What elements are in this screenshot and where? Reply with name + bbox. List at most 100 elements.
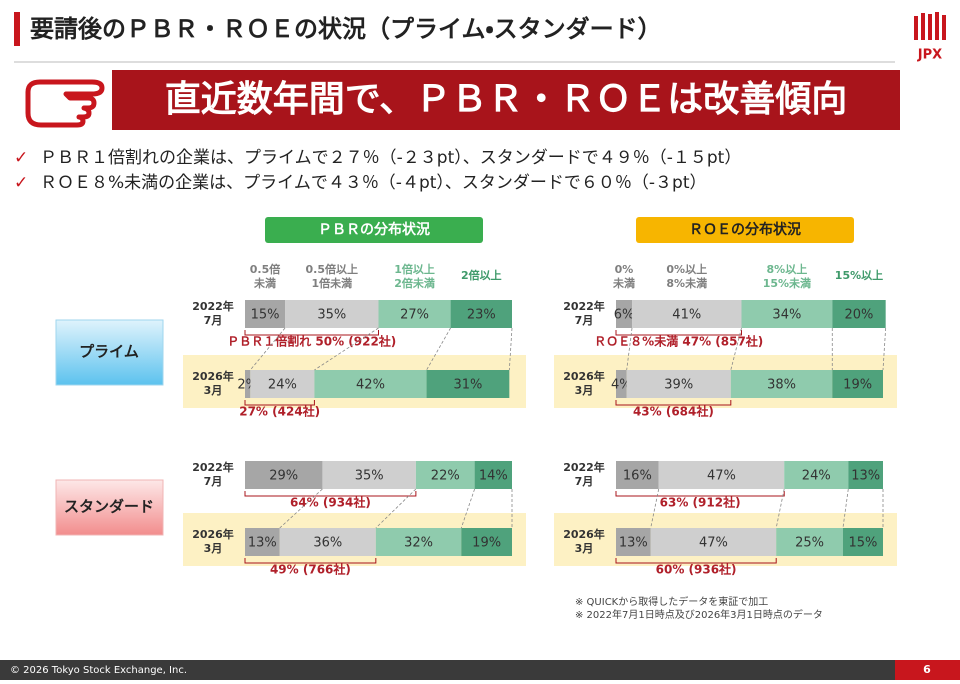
category-label: 8%未満: [666, 276, 707, 290]
segment-label: 20%: [845, 308, 874, 323]
row-label: 2026年: [192, 369, 234, 383]
segment-label: 24%: [268, 378, 297, 393]
bar-segment: [250, 370, 315, 398]
footer-bar: [0, 660, 960, 680]
bar-segment: [450, 300, 512, 328]
connector: [426, 327, 451, 371]
pointing-hand-icon: [25, 79, 105, 128]
category-label: 0%以上: [666, 262, 707, 276]
connector: [626, 327, 633, 371]
page-number-box: [895, 660, 960, 680]
bar-segment: [279, 528, 376, 556]
segment-label: 14%: [479, 469, 508, 484]
bar-segment: [375, 528, 462, 556]
bar-segment: [626, 370, 731, 398]
segment-label: 19%: [472, 536, 501, 551]
row-label: 3月: [204, 542, 223, 555]
row-label: 7月: [204, 475, 223, 488]
connector: [650, 488, 660, 529]
footnote: ※ 2022年7月1日時点及び2026年3月1日時点のデータ: [575, 608, 823, 621]
segment-label: 47%: [699, 536, 728, 551]
market-box: [55, 319, 164, 386]
bracket: [244, 558, 377, 564]
category-label: 0.5倍以上: [306, 262, 359, 276]
connector: [730, 327, 742, 371]
bracket-note: 64% (934社): [290, 495, 371, 510]
row-label: 2022年: [192, 460, 234, 474]
category-label: 1倍以上: [394, 262, 435, 276]
segment-label: 13%: [248, 536, 277, 551]
bar-segment: [245, 370, 251, 398]
segment-label: 47%: [707, 469, 736, 484]
page-number: 6: [923, 663, 931, 676]
segment-label: 29%: [269, 469, 298, 484]
market-box: [55, 479, 164, 536]
category-label: 15%以上: [835, 268, 883, 282]
bar-segment: [314, 370, 427, 398]
check-icon: ✓: [14, 148, 28, 168]
bar-segment: [842, 528, 883, 556]
bar-segment: [832, 300, 886, 328]
bar-segment: [426, 370, 510, 398]
segment-label: 41%: [672, 308, 701, 323]
segment-label: 27%: [400, 308, 429, 323]
bracket: [244, 491, 417, 497]
segment-label: 36%: [313, 536, 342, 551]
segment-label: 32%: [404, 536, 433, 551]
bar-segment: [378, 300, 451, 328]
row-label: 3月: [575, 542, 594, 555]
bar-segment: [616, 370, 627, 398]
segment-label: 4%: [611, 378, 632, 393]
connector: [460, 488, 475, 529]
category-label: 0%: [615, 263, 634, 276]
segment-label: 13%: [851, 469, 880, 484]
row-label: 2022年: [563, 460, 605, 474]
bracket: [615, 491, 785, 497]
connector: [375, 488, 417, 529]
category-label: 1倍未満: [311, 276, 352, 290]
row-label: 2022年: [192, 299, 234, 313]
connector: [250, 327, 286, 371]
row-label: 2026年: [563, 527, 605, 541]
connector: [842, 488, 849, 529]
bar-segment: [415, 461, 475, 489]
bar-segment: [730, 370, 833, 398]
chart-title-box: [636, 217, 854, 243]
segment-label: 19%: [843, 378, 872, 393]
bracket-note: 27% (424社): [239, 404, 320, 419]
bar-segment: [832, 370, 883, 398]
category-label: 2倍未満: [394, 276, 435, 290]
banner-box: [112, 70, 900, 130]
row-label: 7月: [204, 314, 223, 327]
bracket: [615, 330, 742, 336]
row-label: 7月: [575, 314, 594, 327]
market-label: プライム: [79, 343, 139, 361]
bracket: [244, 330, 379, 336]
market-label: スタンダード: [64, 498, 154, 516]
bullet: ＰＢＲ１倍割れの企業は、プライムで２７％（-２３pt）、スタンダードで４９％（-…: [40, 148, 741, 168]
segment-label: 15%: [849, 536, 878, 551]
row-label: 2026年: [192, 527, 234, 541]
segment-label: 16%: [623, 469, 652, 484]
bracket: [615, 400, 732, 406]
copyright: © 2026 Tokyo Stock Exchange, Inc.: [10, 665, 187, 676]
segment-label: 35%: [317, 308, 346, 323]
bar-segment: [650, 528, 777, 556]
bar-segment: [322, 461, 416, 489]
bracket: [615, 558, 777, 564]
bar-segment: [848, 461, 883, 489]
bullet: ＲＯＥ８%未満の企業は、プライムで４３％（-４pt）、スタンダードで６０％（-３…: [40, 173, 707, 193]
title-accent: [14, 12, 20, 46]
bar-segment: [245, 528, 280, 556]
bracket-note: ＰＢＲ１倍割れ 50% (922社): [227, 334, 396, 349]
bar-segment: [285, 300, 379, 328]
segment-label: 6%: [614, 308, 635, 323]
row-label: 3月: [204, 384, 223, 397]
slide-title: 要請後のＰＢＲ・ＲＯＥの状況（プライム・スタンダード）: [30, 15, 662, 43]
logo-mark: [914, 12, 946, 40]
segment-label: 34%: [772, 308, 801, 323]
row-label: 3月: [575, 384, 594, 397]
